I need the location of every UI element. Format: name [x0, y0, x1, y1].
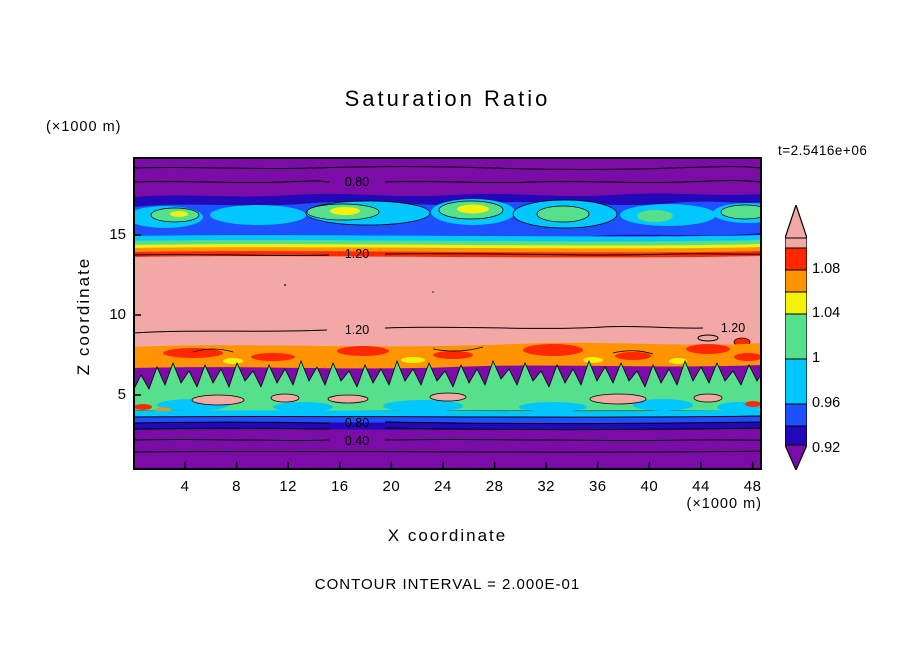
- contour-line-labels: 0.80 1.20 1.20 1.20 0.80 0.40: [345, 175, 745, 448]
- colorbar: [784, 203, 808, 472]
- y-axis-unit: (×1000 m): [46, 119, 122, 135]
- contour-label: 1.20: [345, 323, 369, 337]
- x-tick-label: 48: [743, 478, 762, 495]
- colorbar-svg: [784, 203, 808, 472]
- colorbar-label: 0.92: [812, 440, 841, 456]
- bottom-region: [133, 410, 762, 453]
- x-tick-label: 8: [232, 478, 242, 495]
- cloud-band: [133, 193, 762, 249]
- x-tick-label: 44: [692, 478, 710, 495]
- y-tick-label: 15: [109, 226, 126, 243]
- colorbar-label: 0.96: [812, 395, 841, 411]
- supersaturation-pink-layer: [133, 253, 762, 353]
- x-tick-label: 28: [485, 478, 504, 495]
- contour-label: 0.80: [345, 175, 369, 189]
- x-tick-label: 40: [640, 478, 659, 495]
- green-layer: [133, 359, 762, 413]
- y-tick-label: 10: [109, 306, 126, 323]
- colorbar-label: 1.08: [812, 261, 841, 277]
- x-tick-label: 24: [434, 478, 452, 495]
- x-tick-label: 36: [588, 478, 607, 495]
- x-axis-label: X coordinate: [387, 526, 508, 545]
- time-annotation: t=2.5416e+06: [778, 143, 868, 158]
- contour-label: 1.20: [345, 247, 369, 261]
- x-tick-label: 32: [537, 478, 556, 495]
- top-region-contours: [133, 166, 762, 184]
- colorbar-label: 1: [812, 350, 821, 366]
- y-axis-label: Z coordinate: [74, 256, 93, 376]
- contour-label: 0.40: [345, 434, 369, 448]
- transition-stripes: [133, 235, 762, 260]
- contour-interval-note: CONTOUR INTERVAL = 2.000E-01: [314, 576, 581, 593]
- speckle-band: [133, 342, 762, 369]
- contour-field: 0.80 1.20 1.20 1.20 0.80 0.40: [133, 157, 762, 470]
- x-tick-label: 20: [382, 478, 401, 495]
- x-tick-label: 12: [279, 478, 298, 495]
- x-axis-unit: (×1000 m): [686, 496, 762, 512]
- plot-frame: [133, 157, 762, 470]
- x-tick-label: 16: [330, 478, 349, 495]
- page-title: Saturation Ratio: [344, 86, 551, 111]
- contour-label: 1.20: [721, 321, 745, 335]
- x-tick-label: 4: [180, 478, 190, 495]
- contour-field-svg: 0.80 1.20 1.20 1.20 0.80 0.40: [133, 157, 762, 470]
- y-tick-label: 5: [117, 386, 126, 403]
- colorbar-label: 1.04: [812, 305, 841, 321]
- contour-label: 0.80: [345, 416, 369, 430]
